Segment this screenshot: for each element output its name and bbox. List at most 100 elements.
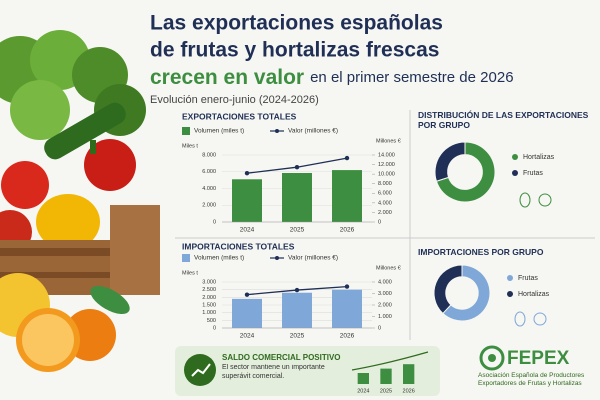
bar bbox=[357, 373, 369, 384]
title-line: Las exportaciones españolas bbox=[150, 12, 443, 35]
x-tick-label: 2024 bbox=[240, 227, 255, 234]
legend-marker bbox=[507, 291, 513, 297]
x-tick-label: 2025 bbox=[380, 388, 392, 394]
logo-text: FEPEX bbox=[507, 348, 570, 369]
line-marker bbox=[344, 155, 350, 161]
line-marker bbox=[244, 170, 250, 176]
y-tick-label: 8.000 bbox=[202, 152, 216, 158]
y2-axis-title: Millones € bbox=[376, 138, 401, 144]
subtitle: Evolución enero-junio (2024-2026) bbox=[150, 94, 319, 106]
y-tick-label: 1.500 bbox=[202, 302, 216, 308]
x-tick-label: 2026 bbox=[340, 227, 355, 234]
y-tick-label: 3.000 bbox=[202, 279, 216, 285]
legend-label: Frutas bbox=[523, 170, 543, 177]
line-marker bbox=[344, 284, 350, 289]
bar bbox=[380, 368, 392, 384]
chart-title-text: DISTRIBUCIÓN DE LAS EXPORTACIONES POR GR… bbox=[418, 110, 589, 131]
y2-axis-title: Millones € bbox=[376, 265, 401, 271]
x-tick-label: 2026 bbox=[403, 388, 415, 394]
y-tick-label: 2.000 bbox=[202, 203, 216, 209]
bar bbox=[403, 364, 415, 384]
saldo-icon bbox=[184, 354, 216, 386]
y2-tick-label: 3.000 bbox=[378, 291, 392, 297]
fepex-logo bbox=[479, 345, 505, 371]
title-rest: en el primer semestre de 2026 bbox=[310, 69, 513, 86]
chart-subtitle: El sector mantiene un importante superáv… bbox=[222, 364, 325, 380]
donut-slice bbox=[442, 264, 491, 322]
line-marker bbox=[244, 292, 250, 297]
legend-label: Frutas bbox=[518, 275, 538, 282]
org-name-text: Asociación Española de Productores Expor… bbox=[478, 372, 585, 387]
chart-title-text: IMPORTACIONES POR GRUPO bbox=[418, 247, 544, 257]
produce-icon bbox=[538, 193, 552, 207]
legend-marker bbox=[275, 129, 279, 133]
trend-arrow bbox=[351, 351, 429, 371]
y-tick-label: 1.000 bbox=[202, 310, 216, 316]
chart-title: SALDO COMERCIAL POSITIVO bbox=[222, 353, 341, 362]
y2-tick-label: 12.000 bbox=[378, 162, 395, 168]
produce-icon bbox=[533, 312, 547, 326]
bar bbox=[282, 292, 312, 328]
y2-tick-label: 0 bbox=[378, 325, 381, 331]
chart-title: EXPORTACIONES TOTALES bbox=[182, 111, 297, 121]
org-name: Asociación Española de Productores Expor… bbox=[478, 372, 585, 387]
y-tick-label: 500 bbox=[207, 318, 216, 324]
bar bbox=[232, 298, 262, 328]
legend-label: Volumen (miles t) bbox=[194, 255, 244, 262]
chart-subtitle-text: El sector mantiene un importante superáv… bbox=[222, 364, 325, 380]
legend-label: Volumen (miles t) bbox=[194, 128, 244, 135]
y-tick-label: 0 bbox=[213, 219, 216, 225]
x-tick-label: 2026 bbox=[340, 333, 355, 340]
chart-title: IMPORTACIONES POR GRUPO bbox=[418, 247, 544, 257]
y2-tick-label: 2.000 bbox=[378, 210, 392, 216]
y2-tick-label: 2.000 bbox=[378, 302, 392, 308]
x-tick-label: 2024 bbox=[357, 388, 369, 394]
chart-title: IMPORTACIONES TOTALES bbox=[182, 241, 295, 251]
saldo-icon-arrow bbox=[191, 363, 211, 377]
y-tick-label: 0 bbox=[213, 325, 216, 331]
saldo-panel bbox=[175, 346, 440, 396]
bar bbox=[232, 179, 262, 222]
legend-marker bbox=[512, 170, 518, 176]
title-line: de frutas y hortalizas frescas bbox=[150, 39, 439, 62]
y2-tick-label: 1.000 bbox=[378, 314, 392, 320]
chart-title: DISTRIBUCIÓN DE LAS EXPORTACIONES POR GR… bbox=[418, 110, 589, 131]
bar bbox=[282, 173, 312, 222]
legend-marker bbox=[512, 154, 518, 160]
y2-tick-label: 4.000 bbox=[378, 279, 392, 285]
title-highlight: crecen en valor bbox=[150, 66, 304, 89]
legend-label: Hortalizas bbox=[523, 154, 555, 161]
produce-photo bbox=[0, 30, 160, 372]
y2-tick-label: 8.000 bbox=[378, 181, 392, 187]
legend-marker bbox=[507, 275, 513, 281]
legend-label: Hortalizas bbox=[518, 291, 550, 298]
donut-slice bbox=[434, 141, 466, 182]
bar bbox=[332, 170, 362, 222]
y-tick-label: 6.000 bbox=[202, 169, 216, 175]
y2-tick-label: 10.000 bbox=[378, 172, 395, 178]
y2-tick-label: 0 bbox=[378, 219, 381, 225]
legend-label: Valor (millones €) bbox=[288, 128, 338, 135]
y-tick-label: 2.500 bbox=[202, 287, 216, 293]
line-marker bbox=[294, 287, 300, 293]
line-marker bbox=[294, 165, 300, 170]
y-axis-title: Miles t bbox=[182, 143, 198, 149]
x-tick-label: 2024 bbox=[240, 333, 255, 340]
y2-tick-label: 14.000 bbox=[378, 152, 395, 158]
x-tick-label: 2025 bbox=[290, 227, 305, 234]
y-tick-label: 4.000 bbox=[202, 186, 216, 192]
produce-icon bbox=[514, 311, 526, 327]
donut-slice bbox=[435, 141, 496, 203]
y2-tick-label: 4.000 bbox=[378, 200, 392, 206]
legend-swatch bbox=[182, 127, 190, 135]
y-tick-label: 2.000 bbox=[202, 295, 216, 301]
bar bbox=[332, 289, 362, 328]
legend-marker bbox=[275, 256, 279, 260]
legend-swatch bbox=[182, 254, 190, 262]
title-line: crecen en valor en el primer semestre de … bbox=[150, 66, 514, 89]
donut-slice bbox=[433, 264, 463, 315]
produce-icon bbox=[519, 192, 531, 208]
legend-label: Valor (millones €) bbox=[288, 255, 338, 262]
